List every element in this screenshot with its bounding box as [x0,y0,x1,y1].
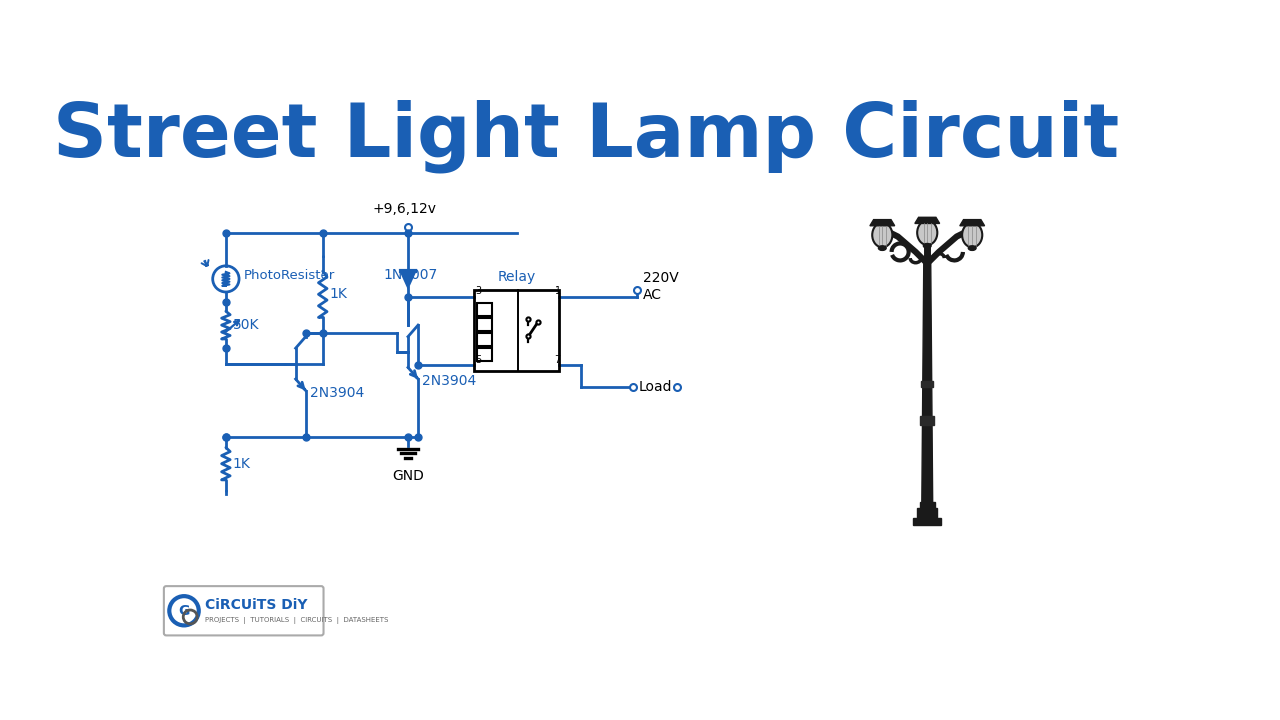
Ellipse shape [969,246,977,251]
Bar [914,518,941,526]
Text: 220V
AC: 220V AC [643,271,678,302]
Ellipse shape [872,222,892,248]
Text: Street Light Lamp Circuit: Street Light Lamp Circuit [54,99,1120,174]
Bar [919,503,934,508]
Bar [920,416,934,426]
Ellipse shape [923,243,931,248]
Text: 2N3904: 2N3904 [310,386,364,400]
Text: 7: 7 [554,355,561,365]
Bar [918,508,937,518]
Ellipse shape [918,220,937,245]
Text: 50K: 50K [233,318,260,332]
Bar [477,333,493,346]
Text: 1K: 1K [233,456,251,471]
Text: Relay: Relay [498,270,535,284]
Text: 1N4007: 1N4007 [383,268,438,282]
Polygon shape [960,220,984,226]
Polygon shape [401,271,415,287]
Text: 5: 5 [475,355,481,365]
Ellipse shape [963,222,982,248]
Ellipse shape [878,246,886,251]
Bar [922,381,933,387]
Bar [477,348,493,361]
Text: 1K: 1K [329,287,347,301]
Polygon shape [915,217,940,223]
Text: 1: 1 [554,287,561,297]
Text: 2N3904: 2N3904 [422,374,476,388]
Text: PROJECTS  |  TUTORIALS  |  CIRCUITS  |  DATASHEETS: PROJECTS | TUTORIALS | CIRCUITS | DATASH… [205,617,388,624]
Text: PhotoResister: PhotoResister [243,269,335,282]
Polygon shape [870,220,895,226]
Text: G: G [178,604,189,618]
Text: CiRCUiTS DiY: CiRCUiTS DiY [205,598,307,612]
Text: GND: GND [392,469,424,483]
Text: 3: 3 [475,287,481,297]
FancyBboxPatch shape [164,586,324,636]
Bar [477,303,493,315]
Text: Load: Load [639,379,672,394]
Polygon shape [922,264,933,503]
Bar [477,318,493,331]
Bar [474,290,559,372]
Text: +9,6,12v: +9,6,12v [372,202,436,216]
